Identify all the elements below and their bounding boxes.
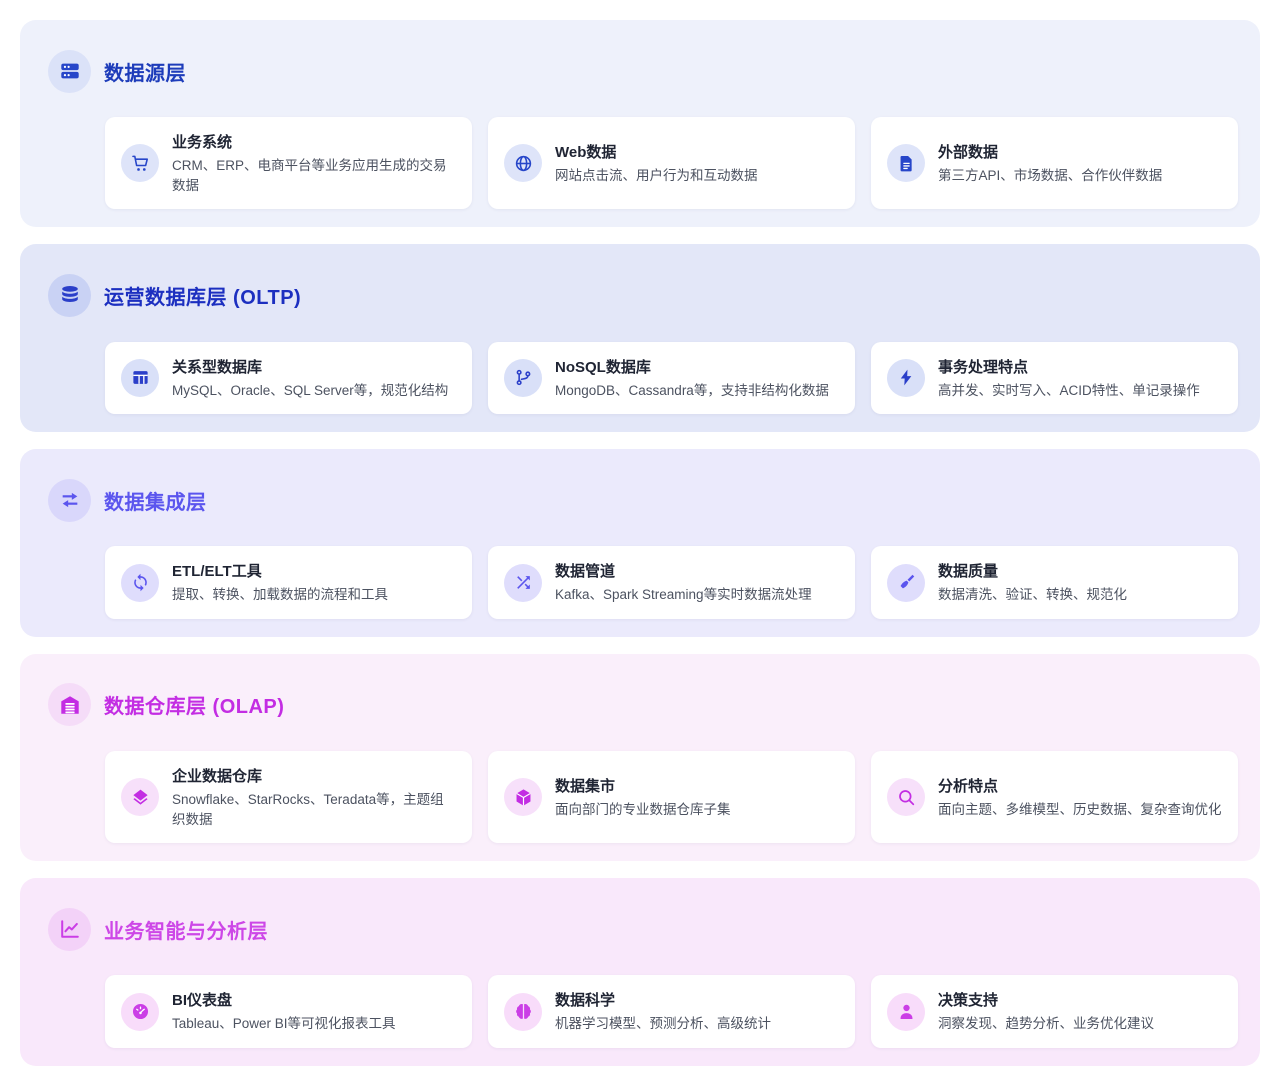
card-external-data: 外部数据 第三方API、市场数据、合作伙伴数据 — [871, 117, 1238, 210]
card-data-pipeline: 数据管道 Kafka、Spark Streaming等实时数据流处理 — [488, 546, 855, 619]
card-title: 数据集市 — [555, 777, 616, 795]
layer-header: 运营数据库层 (OLTP) — [48, 264, 1238, 326]
card-enterprise-dw: 企业数据仓库 Snowflake、StarRocks、Teradata等，主题组… — [105, 751, 472, 844]
card-desc: MySQL、Oracle、SQL Server等，规范化结构 — [172, 382, 449, 398]
card-bi-dashboard: BI仪表盘 Tableau、Power BI等可视化报表工具 — [105, 975, 472, 1048]
card-title: Web数据 — [555, 143, 617, 161]
layer-title: 数据仓库层 (OLAP) — [104, 696, 285, 719]
card-title: 数据科学 — [555, 992, 616, 1010]
card-web-data: Web数据 网站点击流、用户行为和互动数据 — [488, 117, 855, 210]
bolt-icon — [887, 358, 925, 397]
brain-icon — [504, 992, 542, 1031]
globe-icon — [504, 144, 542, 183]
card-title: 数据质量 — [938, 563, 999, 581]
layer-section-bi-analytics: 业务智能与分析层 BI仪表盘 Tableau、Power BI等可视化报表工具 … — [20, 878, 1260, 1066]
layer-header: 业务智能与分析层 — [48, 898, 1238, 960]
card-desc: Kafka、Spark Streaming等实时数据流处理 — [555, 587, 812, 603]
card-desc: 数据清洗、验证、转换、规范化 — [938, 587, 1127, 603]
card-business-systems: 业务系统 CRM、ERP、电商平台等业务应用生成的交易数据 — [105, 117, 472, 210]
layer-section-olap: 数据仓库层 (OLAP) 企业数据仓库 Snowflake、StarRocks、… — [20, 653, 1260, 862]
layer-header: 数据集成层 — [48, 469, 1238, 531]
card-decision-support: 决策支持 洞察发现、趋势分析、业务优化建议 — [871, 975, 1238, 1048]
search-icon — [887, 778, 925, 817]
card-title: 外部数据 — [938, 143, 999, 161]
layer-section-oltp: 运营数据库层 (OLTP) 关系型数据库 MySQL、Oracle、SQL Se… — [20, 244, 1260, 433]
card-title: BI仪表盘 — [172, 992, 233, 1010]
cube-icon — [504, 778, 542, 817]
chart-line-icon — [48, 907, 91, 951]
layer-header: 数据仓库层 (OLAP) — [48, 674, 1238, 736]
card-nosql-db: NoSQL数据库 MongoDB、Cassandra等，支持非结构化数据 — [488, 341, 855, 415]
card-desc: 面向主题、多维模型、历史数据、复杂查询优化 — [938, 801, 1222, 817]
card-desc: 第三方API、市场数据、合作伙伴数据 — [938, 167, 1163, 183]
gauge-icon — [121, 992, 159, 1031]
layer-header: 数据源层 — [48, 40, 1238, 102]
layer-title: 数据集成层 — [104, 491, 207, 514]
user-icon — [887, 992, 925, 1031]
card-desc: 提取、转换、加载数据的流程和工具 — [172, 587, 388, 603]
card-row: 业务系统 CRM、ERP、电商平台等业务应用生成的交易数据 Web数据 网站点击… — [105, 117, 1238, 210]
card-title: NoSQL数据库 — [555, 358, 651, 376]
card-analysis-features: 分析特点 面向主题、多维模型、历史数据、复杂查询优化 — [871, 751, 1238, 844]
card-title: 企业数据仓库 — [172, 768, 263, 785]
file-icon — [887, 144, 925, 183]
card-title: 数据管道 — [555, 563, 616, 581]
layer-section-data-source: 数据源层 业务系统 CRM、ERP、电商平台等业务应用生成的交易数据 Web数据… — [20, 20, 1260, 228]
card-data-mart: 数据集市 面向部门的专业数据仓库子集 — [488, 751, 855, 844]
card-title: 事务处理特点 — [938, 358, 1029, 376]
card-title: 分析特点 — [938, 777, 999, 795]
card-title: 决策支持 — [938, 992, 999, 1010]
arrows-left-right-icon — [48, 478, 91, 522]
database-icon — [48, 273, 91, 317]
card-desc: 洞察发现、趋势分析、业务优化建议 — [938, 1016, 1154, 1032]
card-relational-db: 关系型数据库 MySQL、Oracle、SQL Server等，规范化结构 — [105, 341, 472, 415]
card-desc: CRM、ERP、电商平台等业务应用生成的交易数据 — [172, 158, 447, 193]
card-row: 关系型数据库 MySQL、Oracle、SQL Server等，规范化结构 No… — [105, 341, 1238, 415]
table-icon — [121, 358, 159, 397]
warehouse-icon — [48, 683, 91, 727]
sync-icon — [121, 563, 159, 602]
card-data-quality: 数据质量 数据清洗、验证、转换、规范化 — [871, 546, 1238, 619]
card-row: ETL/ELT工具 提取、转换、加载数据的流程和工具 数据管道 Kafka、Sp… — [105, 546, 1238, 619]
layer-section-integration: 数据集成层 ETL/ELT工具 提取、转换、加载数据的流程和工具 数据管道 Ka… — [20, 449, 1260, 637]
card-desc: Tableau、Power BI等可视化报表工具 — [172, 1016, 396, 1032]
shuffle-icon — [504, 563, 542, 602]
card-row: 企业数据仓库 Snowflake、StarRocks、Teradata等，主题组… — [105, 751, 1238, 844]
card-transaction-features: 事务处理特点 高并发、实时写入、ACID特性、单记录操作 — [871, 341, 1238, 415]
cart-icon — [121, 144, 159, 183]
card-desc: 面向部门的专业数据仓库子集 — [555, 801, 731, 817]
git-branch-icon — [504, 358, 542, 397]
card-data-science: 数据科学 机器学习模型、预测分析、高级统计 — [488, 975, 855, 1048]
layers-icon — [121, 778, 159, 817]
layer-title: 业务智能与分析层 — [104, 920, 268, 943]
card-desc: Snowflake、StarRocks、Teradata等，主题组织数据 — [172, 792, 444, 827]
card-desc: 机器学习模型、预测分析、高级统计 — [555, 1016, 771, 1032]
card-etl-tools: ETL/ELT工具 提取、转换、加载数据的流程和工具 — [105, 546, 472, 619]
broom-icon — [887, 563, 925, 602]
card-desc: 网站点击流、用户行为和互动数据 — [555, 167, 758, 183]
layer-title: 数据源层 — [104, 62, 186, 85]
card-title: 业务系统 — [172, 134, 233, 152]
card-desc: 高并发、实时写入、ACID特性、单记录操作 — [938, 382, 1200, 398]
server-icon — [48, 49, 91, 93]
card-title: 关系型数据库 — [172, 358, 263, 376]
card-desc: MongoDB、Cassandra等，支持非结构化数据 — [555, 382, 829, 398]
card-row: BI仪表盘 Tableau、Power BI等可视化报表工具 数据科学 机器学习… — [105, 975, 1238, 1048]
layer-title: 运营数据库层 (OLTP) — [104, 286, 302, 309]
card-title: ETL/ELT工具 — [172, 563, 262, 581]
